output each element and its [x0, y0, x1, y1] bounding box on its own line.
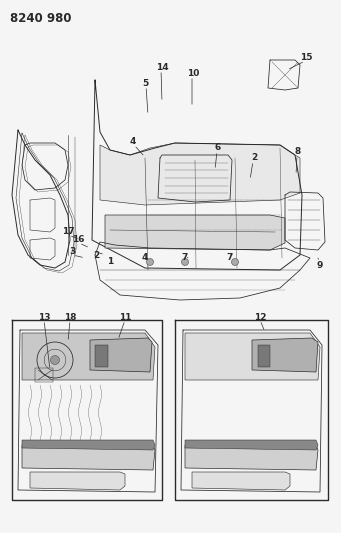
Polygon shape	[185, 445, 318, 470]
Polygon shape	[185, 333, 320, 380]
Text: 2: 2	[251, 154, 257, 163]
Text: 15: 15	[300, 53, 312, 62]
Text: 5: 5	[142, 78, 148, 87]
Text: 7: 7	[182, 254, 188, 262]
Text: 18: 18	[64, 312, 76, 321]
Polygon shape	[22, 440, 155, 450]
Polygon shape	[100, 143, 300, 205]
Text: 8240 980: 8240 980	[10, 12, 72, 25]
Text: 7: 7	[227, 254, 233, 262]
Text: 1: 1	[107, 257, 113, 266]
Polygon shape	[22, 445, 155, 470]
Text: 3: 3	[69, 247, 75, 256]
Circle shape	[232, 259, 238, 265]
Polygon shape	[30, 472, 125, 490]
Polygon shape	[192, 472, 290, 490]
Text: 12: 12	[254, 312, 266, 321]
Circle shape	[181, 259, 189, 265]
Circle shape	[147, 259, 153, 265]
Polygon shape	[252, 338, 318, 372]
FancyBboxPatch shape	[95, 345, 108, 367]
Text: 13: 13	[38, 312, 50, 321]
FancyBboxPatch shape	[258, 345, 270, 367]
Polygon shape	[105, 215, 285, 250]
Polygon shape	[22, 333, 155, 380]
Polygon shape	[90, 338, 152, 372]
Text: 8: 8	[295, 148, 301, 157]
Text: 14: 14	[156, 62, 168, 71]
Circle shape	[50, 356, 59, 365]
Text: 9: 9	[317, 261, 323, 270]
Text: 16: 16	[72, 236, 84, 245]
Text: 17: 17	[62, 228, 74, 237]
Text: 2: 2	[93, 251, 99, 260]
Text: 11: 11	[119, 312, 131, 321]
Text: 4: 4	[142, 254, 148, 262]
Text: 4: 4	[130, 138, 136, 147]
Polygon shape	[185, 440, 318, 450]
Text: 6: 6	[215, 143, 221, 152]
Text: 10: 10	[187, 69, 199, 77]
